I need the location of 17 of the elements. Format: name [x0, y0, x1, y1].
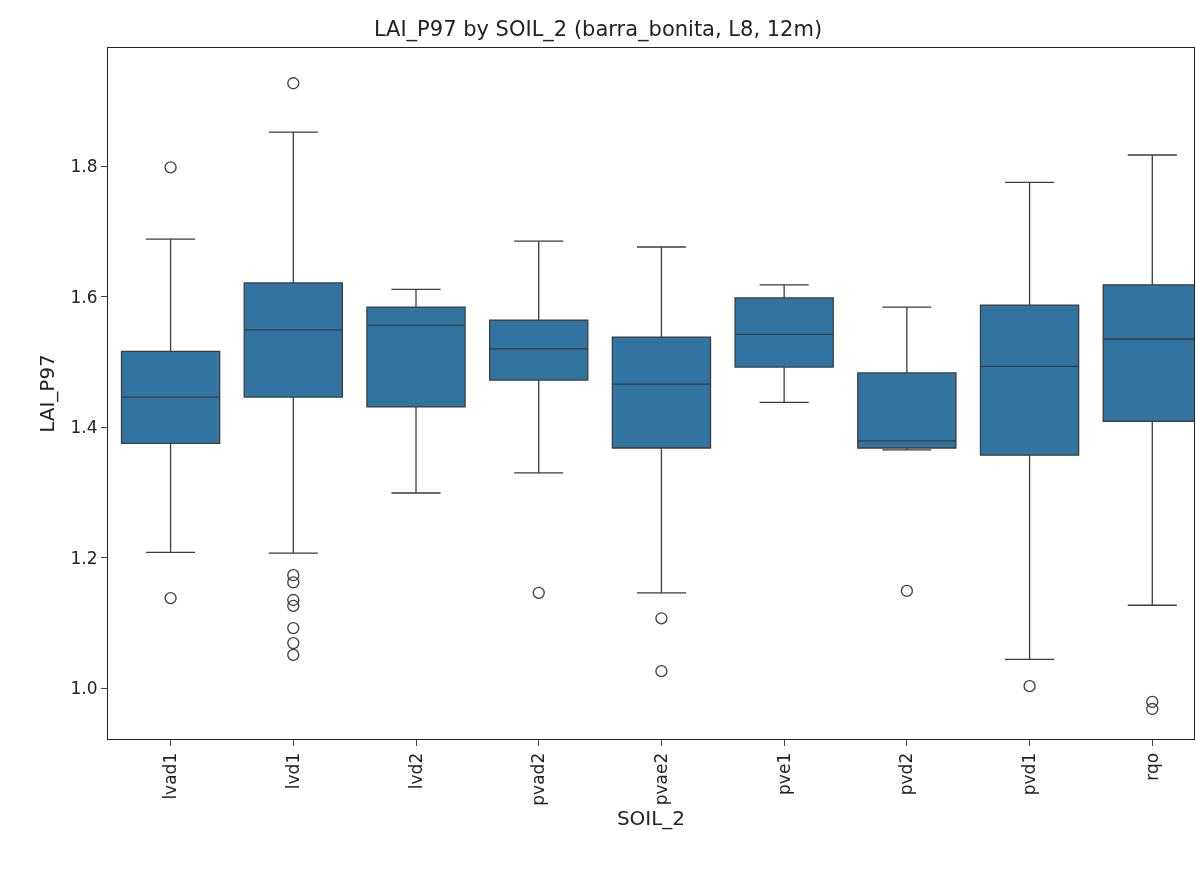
x-tick-label: pvd1 — [1019, 752, 1040, 796]
x-tick-label: pve1 — [773, 752, 794, 795]
y-tick-label: 1.4 — [70, 417, 98, 438]
chart-title: LAI_P97 by SOIL_2 (barra_bonita, L8, 12m) — [373, 17, 823, 43]
x-axis-title: SOIL_2 — [616, 806, 686, 831]
y-axis-title: LAI_P97 — [35, 354, 60, 433]
x-tick-label: lvad1 — [160, 752, 181, 800]
x-tick-label: pvad2 — [528, 752, 549, 806]
x-tick-label: rqo — [1141, 752, 1162, 781]
y-tick-label: 1.0 — [70, 678, 98, 699]
x-tick-label: lvd1 — [282, 752, 303, 790]
y-tick-label: 1.2 — [70, 547, 98, 568]
x-tick-label: pvae2 — [650, 752, 671, 806]
x-tick-label: pvd2 — [896, 752, 917, 796]
y-tick-label: 1.6 — [70, 286, 98, 307]
x-tick-label: lvd2 — [405, 752, 426, 790]
y-tick-label: 1.8 — [70, 156, 98, 177]
